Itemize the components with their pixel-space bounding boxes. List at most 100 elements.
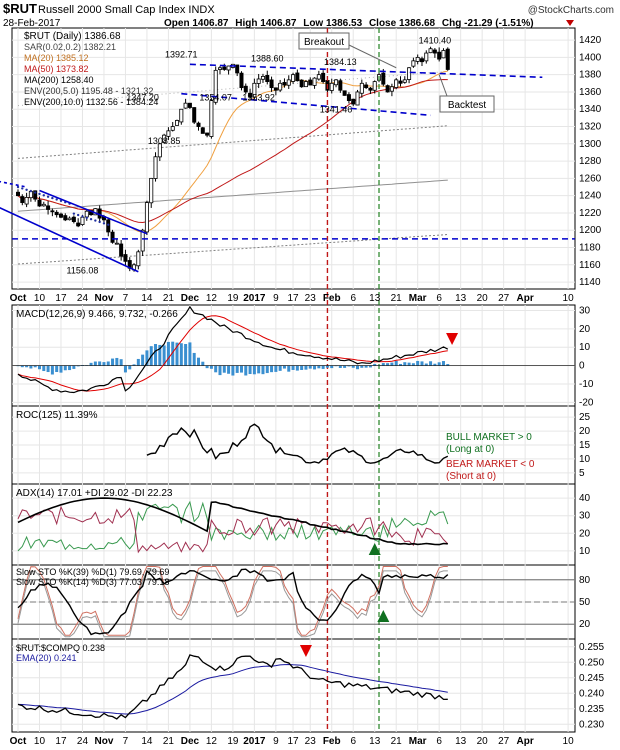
- x-tick-label: 2017: [243, 293, 266, 304]
- candle-body: [46, 205, 51, 210]
- candle-body: [411, 60, 416, 67]
- y-tick-label: 1240: [579, 191, 602, 202]
- macd-hist-bar: [257, 365, 261, 374]
- plus-di-line: [17, 500, 449, 552]
- ratio-legend-2: EMA(20) 0.241: [16, 653, 77, 663]
- sar-dot: [81, 215, 84, 218]
- candle-body: [364, 84, 369, 89]
- macd-hist-bar: [239, 365, 243, 373]
- candle-body: [252, 82, 257, 98]
- candle-body: [282, 82, 287, 86]
- macd-legend: MACD(12,26,9) 9.466, 9.732, -0.266: [16, 309, 178, 320]
- legend-env10: ENV(200,10.0) 1132.56 - 1384.24: [24, 97, 158, 107]
- x-tick-label: 20: [477, 736, 489, 747]
- candle-body: [372, 81, 377, 91]
- price-label: 1353.92: [242, 93, 275, 103]
- macd-hist-bar: [386, 363, 390, 366]
- y-tick-label: 1200: [579, 225, 602, 236]
- breakout-pointer: [348, 44, 397, 69]
- candle-body: [402, 79, 407, 83]
- sar-dot: [33, 191, 37, 194]
- x-tick-label: 21: [391, 293, 403, 304]
- y-tick-label: 0: [579, 361, 585, 372]
- x-tick-label: 6: [436, 293, 442, 304]
- candle-body: [278, 82, 283, 91]
- candle-body: [15, 191, 20, 197]
- macd-hist-bar: [98, 361, 102, 366]
- macd-hist-bar: [50, 365, 54, 375]
- macd-hist-bar: [343, 365, 347, 368]
- sar-dot: [107, 223, 110, 226]
- sar-dot: [85, 216, 88, 219]
- macd-hist-bar: [244, 365, 248, 376]
- x-tick-label: Mar: [409, 736, 427, 747]
- candle-body: [140, 229, 145, 252]
- x-tick-label: 6: [350, 293, 356, 304]
- y-tick-label: 20: [579, 324, 591, 335]
- x-tick-label: 12: [206, 736, 218, 747]
- y-tick-label: 1300: [579, 139, 602, 150]
- candle-body: [41, 203, 46, 207]
- macd-hist-bar: [184, 344, 188, 366]
- y-tick-label: 50: [579, 597, 591, 608]
- macd-hist-bar: [55, 365, 59, 373]
- candle-body: [187, 102, 192, 108]
- x-tick-label: Oct: [10, 293, 27, 304]
- candle-body: [355, 91, 360, 106]
- candle-body: [308, 79, 313, 86]
- macd-hist-bar: [351, 365, 355, 368]
- sar-dot: [25, 188, 28, 191]
- x-tick-label: 13: [369, 736, 381, 747]
- macd-hist-bar: [188, 342, 192, 366]
- sar-dot: [38, 192, 41, 196]
- candle-body: [428, 48, 433, 54]
- candle-body: [149, 177, 154, 204]
- y-tick-label: -20: [579, 397, 594, 408]
- y-tick-label: 0.235: [579, 704, 604, 715]
- macd-line: [17, 305, 449, 394]
- sar-dot: [89, 217, 93, 221]
- macd-hist-bar: [364, 365, 368, 368]
- macd-hist-bar: [330, 365, 334, 369]
- macd-hist-bar: [201, 361, 205, 366]
- price-label: 1392.71: [165, 49, 198, 59]
- sar-dot: [55, 198, 58, 201]
- macd-hist-bar: [158, 344, 162, 366]
- candle-body: [50, 210, 55, 213]
- macd-hist-bar: [265, 365, 269, 374]
- y-tick-label: 25: [579, 412, 591, 423]
- price-label: 1410.40: [419, 36, 452, 46]
- candle-body: [144, 202, 149, 233]
- macd-hist-bar: [252, 365, 256, 375]
- y-tick-label: 0.240: [579, 688, 604, 699]
- x-tick-label: Mar: [409, 293, 427, 304]
- down-arrow-icon: [446, 333, 459, 345]
- candle-body: [316, 74, 321, 80]
- indicator-series: [12, 305, 575, 720]
- price-label: 1347.20: [126, 93, 159, 103]
- x-tick-label: 21: [163, 736, 175, 747]
- y-tick-label: 1280: [579, 156, 602, 167]
- x-tick-label: 13: [455, 736, 467, 747]
- candle-body: [265, 75, 270, 82]
- chart-date: 28-Feb-2017: [3, 18, 61, 29]
- macd-hist-bar: [132, 364, 136, 366]
- x-tick-label: 10: [34, 736, 46, 747]
- chart-symbol: $RUT: [3, 1, 37, 16]
- y-tick-label: 1180: [579, 243, 601, 254]
- macd-hist-bar: [304, 365, 308, 370]
- macd-hist-bar: [441, 361, 445, 366]
- brand-logo: @StockCharts.com: [528, 5, 614, 16]
- candle-body: [415, 56, 420, 62]
- candle-body: [209, 100, 214, 137]
- macd-hist-bar: [429, 361, 433, 366]
- x-tick-label: Feb: [323, 736, 341, 747]
- candle-body: [419, 58, 424, 63]
- candle-body: [338, 80, 343, 91]
- macd-hist-bar: [411, 363, 415, 366]
- roc-note-bear: BEAR MARKET < 0: [446, 459, 535, 470]
- sto-legend-1: Slow STO %K(39) %D(1) 79.69, 79.69: [16, 567, 169, 577]
- candle-body: [351, 98, 356, 105]
- candle-body: [321, 72, 326, 82]
